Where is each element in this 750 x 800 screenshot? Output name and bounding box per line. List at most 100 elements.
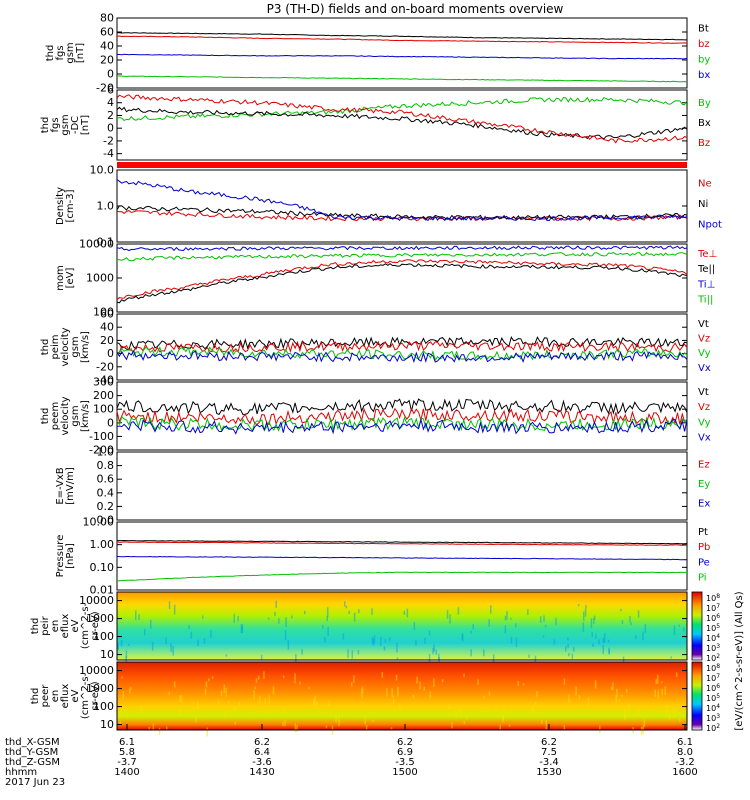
spectrogram-texture — [449, 614, 451, 624]
panel-pressure: 10.00 1.00 0.10 0.01 Pressure [nPa] Pt Pb Pe Pi — [55, 516, 710, 597]
spectrogram-texture — [264, 697, 266, 704]
spectrogram-texture — [470, 649, 472, 657]
spectrogram-texture — [508, 724, 511, 727]
legend-Ni: Ni — [698, 199, 708, 210]
spectrogram-texture — [372, 638, 375, 646]
spectrogram-texture — [172, 646, 174, 656]
y-axis-label: thd peer en eflux eV (cm^2-s-sr-eV) — [30, 672, 101, 719]
y-axis-label-line: mom — [55, 265, 66, 291]
legend-by: by — [698, 54, 710, 65]
series-line-Vy — [116, 415, 688, 432]
y-tick-label: 1000 — [86, 272, 114, 285]
y-axis-label: thd peim velocity gsm [km/s] — [40, 327, 91, 366]
y-axis-label-line: peer — [40, 684, 51, 708]
spectrogram-texture — [294, 723, 297, 733]
y-tick-label: 0.6 — [97, 473, 115, 486]
spectrogram-texture — [284, 720, 286, 727]
series-line-bz — [116, 35, 688, 44]
spectrogram-texture — [365, 724, 368, 731]
spectrogram-texture — [285, 617, 287, 627]
legend-Vz: Vz — [698, 402, 710, 413]
series-line-Pt — [117, 539, 688, 545]
spectrogram-texture — [428, 654, 431, 663]
spectrogram-texture — [591, 631, 593, 637]
spectrogram-texture — [630, 622, 632, 626]
spectrogram-texture — [144, 628, 146, 636]
spectrogram-texture — [225, 687, 227, 697]
spectrogram-texture — [413, 622, 416, 630]
y-axis-label-line: Density — [55, 187, 66, 225]
y-tick-label: 60 — [100, 26, 114, 39]
panel-frame — [116, 381, 688, 451]
y-axis-label-line: [cm-3] — [65, 189, 76, 222]
spectrogram-texture — [327, 626, 329, 636]
legend-Te||: Te|| — [697, 264, 715, 275]
xaxis-row-label: hhmm — [5, 767, 37, 778]
y-tick-label: 40 — [100, 40, 114, 53]
spectrogram-texture — [204, 688, 207, 696]
panel-frame — [116, 17, 688, 89]
spectrogram-texture — [668, 710, 671, 720]
series-line-by — [116, 75, 688, 83]
spectrogram-texture — [274, 611, 276, 617]
colorbar-tick-label: 105 — [706, 693, 720, 703]
spectrogram-texture — [371, 636, 374, 644]
y-tick-label: 20 — [100, 54, 114, 67]
colorbar-tick-label: 108 — [706, 663, 720, 673]
y-axis-label: Density [cm-3] — [55, 187, 76, 225]
spectrogram-texture — [179, 709, 181, 717]
spectrogram-texture — [238, 701, 240, 708]
spectrogram-texture — [608, 647, 610, 655]
spectrogram-texture — [528, 654, 530, 658]
spectrogram-texture — [351, 682, 353, 687]
spectrogram-texture — [148, 727, 150, 731]
spectrogram-texture — [598, 639, 600, 645]
spectrogram-texture — [151, 641, 154, 651]
y-tick-label: 100 — [93, 306, 114, 319]
spectrogram-texture — [188, 625, 190, 630]
panel-frame — [116, 661, 688, 731]
spectrogram-texture — [582, 622, 585, 632]
spectrogram-texture — [361, 688, 363, 698]
y-axis-label: thd peem velocity gsm [km/s] — [40, 396, 91, 435]
spectrogram-texture — [593, 615, 596, 620]
y-tick-label: 20 — [100, 334, 114, 347]
legend-Vx: Vx — [698, 432, 711, 443]
panel-density: 10.0 1.0 0.1 Density [cm-3] Ne Ni Npot — [55, 164, 722, 249]
y-axis-label-line: thd — [40, 339, 51, 356]
spectrogram-texture — [585, 604, 587, 609]
spectrogram-texture — [168, 601, 171, 609]
y-tick-label: 1.0 — [97, 446, 115, 459]
y-tick-label: 0 — [107, 68, 114, 81]
spectrogram-texture — [399, 704, 401, 710]
series-line-Bz — [116, 94, 688, 144]
spectrogram-texture — [263, 671, 265, 679]
spectrogram-texture — [283, 675, 285, 679]
spectrogram-texture — [320, 712, 323, 715]
series-line-Vx — [116, 349, 688, 364]
spectrogram-texture — [135, 610, 137, 621]
spectrogram-texture — [502, 713, 504, 723]
spectrogram-texture — [622, 656, 625, 665]
y-axis-label-line: thd — [40, 408, 51, 425]
spectrogram-texture — [515, 623, 517, 628]
spectrogram-texture — [626, 688, 628, 693]
spectrogram-texture — [328, 700, 330, 707]
spectrogram-texture — [624, 714, 627, 718]
legend-Pi: Pi — [698, 572, 707, 583]
legend-Ex: Ex — [698, 499, 710, 510]
spectrogram-texture — [255, 678, 258, 683]
series-line-By — [116, 96, 688, 121]
panel-separator-band — [117, 162, 687, 168]
spectrogram-texture — [190, 632, 193, 639]
y-axis-label: thd fgs gsm [nT] — [45, 42, 86, 63]
legend-Ne: Ne — [698, 178, 712, 189]
colorbar-tick-label: 106 — [706, 613, 720, 623]
colorbar-tick-label: 105 — [706, 623, 720, 633]
spectrogram-texture — [510, 636, 513, 644]
series-line-Vy — [116, 346, 688, 362]
y-tick-label: -100 — [89, 430, 114, 443]
spectrogram-texture — [197, 639, 199, 647]
